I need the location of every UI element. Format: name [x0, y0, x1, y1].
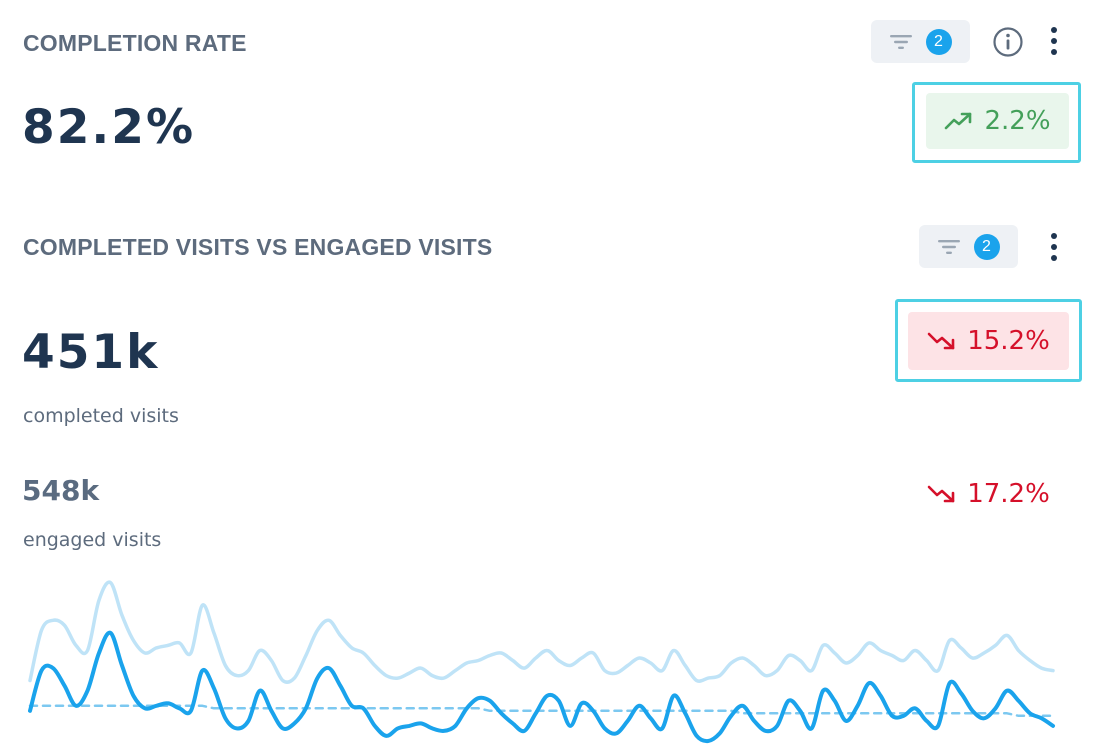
- completion-rate-delta-value: 2.2%: [984, 106, 1051, 136]
- filter-icon: [889, 34, 912, 49]
- completed-visits-trend-line: [28, 704, 1055, 718]
- filter-icon: [937, 239, 960, 254]
- completed-visits-line: [28, 630, 1055, 744]
- completed-visits-delta-highlight: [895, 299, 1082, 382]
- info-icon[interactable]: [992, 26, 1024, 58]
- engaged-visits-delta: 17.2%: [908, 474, 1069, 514]
- completed-visits-value: 451k: [22, 325, 160, 380]
- trend-down-icon: [927, 332, 955, 350]
- completion-rate-title: COMPLETION RATE: [23, 30, 247, 56]
- completed-visits-delta-badge: 15.2%: [908, 312, 1069, 370]
- engaged-visits-delta-value: 17.2%: [967, 479, 1050, 509]
- filter-count-badge: 2: [973, 233, 1000, 260]
- completed-vs-engaged-filter-button[interactable]: 2: [919, 225, 1018, 268]
- completion-rate-delta-badge: 2.2%: [926, 93, 1069, 149]
- trend-down-icon: [927, 485, 955, 503]
- completed-visits-label: completed visits: [23, 405, 179, 427]
- visits-sparkline-chart: [28, 580, 1055, 744]
- filter-count-badge: 2: [925, 28, 952, 55]
- completed-vs-engaged-title: COMPLETED VISITS VS ENGAGED VISITS: [23, 234, 493, 260]
- completion-rate-filter-button[interactable]: 2: [871, 20, 970, 63]
- completed-visits-delta-value: 15.2%: [967, 326, 1050, 356]
- trend-up-icon: [945, 112, 972, 130]
- completion-rate-delta-highlight: [912, 82, 1081, 163]
- completion-rate-value: 82.2%: [22, 100, 196, 155]
- engaged-visits-line: [28, 580, 1055, 684]
- more-options-icon[interactable]: [1049, 233, 1059, 261]
- engaged-visits-value: 548k: [22, 474, 100, 507]
- more-options-icon[interactable]: [1049, 27, 1059, 55]
- engaged-visits-label: engaged visits: [23, 529, 162, 551]
